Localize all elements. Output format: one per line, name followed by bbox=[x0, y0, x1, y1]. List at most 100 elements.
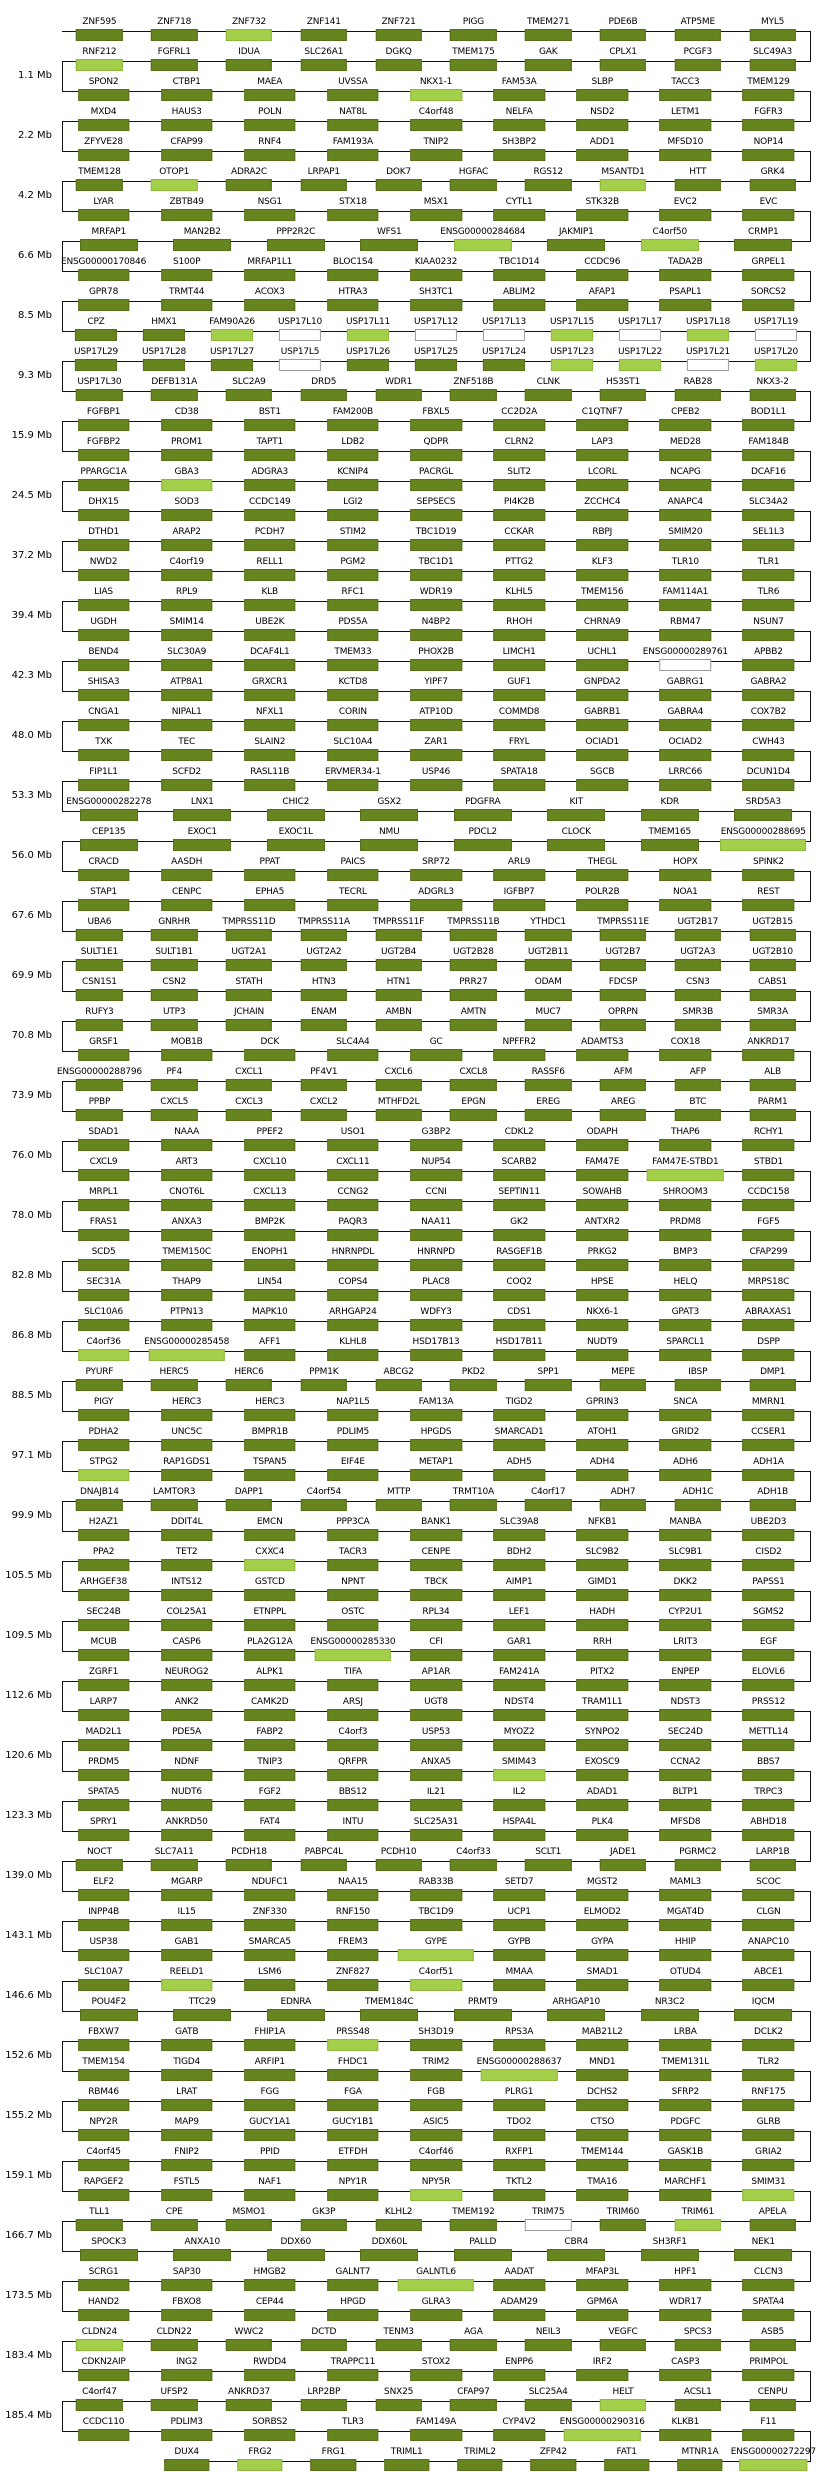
gene-label: SH3D19 bbox=[418, 2027, 454, 2037]
gene-label: TADA2B bbox=[668, 257, 703, 267]
gene-label: HPSE bbox=[590, 1277, 614, 1287]
gene-box bbox=[576, 599, 628, 611]
gene-box bbox=[244, 2159, 296, 2171]
gene-label: MARCHF1 bbox=[664, 2177, 707, 2187]
gene-label: ADD1 bbox=[589, 137, 615, 147]
gene-box bbox=[327, 749, 379, 761]
gene-row: MCUB CASP6 PLA2G12A ENSG00000285330 CFI GAR1 R… bbox=[0, 1636, 820, 1666]
gene-box bbox=[410, 2129, 462, 2141]
gene-box bbox=[742, 2069, 795, 2081]
gene-box bbox=[375, 29, 422, 41]
gene-label: NEIL3 bbox=[535, 2327, 561, 2337]
gene-box bbox=[742, 1679, 795, 1691]
gene-label: KLB bbox=[261, 587, 279, 597]
gene-box bbox=[674, 1079, 721, 1091]
gene-box bbox=[599, 2219, 647, 2231]
gene-row: MRFAP1 MAN2B2 PPP2R2C WFS1 ENSG00000284684 JA… bbox=[0, 226, 820, 256]
wrap-connector-left bbox=[62, 301, 63, 332]
gene-box bbox=[160, 2369, 213, 2381]
gene-box bbox=[576, 869, 628, 881]
gene-box bbox=[576, 689, 628, 701]
gene-box bbox=[160, 209, 213, 221]
gene-label: EPHA5 bbox=[255, 887, 285, 897]
gene-box bbox=[742, 599, 795, 611]
gene-label: YIPF7 bbox=[424, 677, 448, 687]
gene-label: DCHS2 bbox=[587, 2087, 618, 2097]
row-line bbox=[62, 841, 810, 842]
gene-label: LCORL bbox=[587, 467, 617, 477]
gene-label: POU4F2 bbox=[91, 1997, 127, 2007]
gene-label: ANKRD50 bbox=[165, 1817, 208, 1827]
wrap-connector-right bbox=[810, 2251, 811, 2282]
gene-label: BLTP1 bbox=[672, 1787, 699, 1797]
wrap-connector-left bbox=[62, 1261, 63, 1292]
gene-box bbox=[327, 1439, 379, 1451]
gene-box bbox=[300, 929, 347, 941]
gene-box bbox=[493, 1229, 545, 1241]
wrap-connector-right bbox=[810, 1831, 811, 1862]
gene-label: PITX2 bbox=[589, 1667, 615, 1677]
gene-box bbox=[734, 239, 793, 251]
gene-box bbox=[151, 389, 198, 401]
gene-box bbox=[742, 2099, 795, 2111]
gene-box bbox=[77, 1619, 130, 1631]
gene-row: RUFY3 UTP3 JCHAIN ENAM AMBN AMTN MUC7 OPRPN SMR3… bbox=[0, 1006, 820, 1036]
gene-box bbox=[647, 1169, 724, 1181]
gene-box bbox=[659, 2159, 712, 2171]
gene-row: ZGRF1 NEUROG2 ALPK1 TIFA AP1AR FAM241A PITX2 EN… bbox=[0, 1666, 820, 1696]
gene-label: ENSG00000288637 bbox=[476, 2057, 562, 2067]
gene-label: MND1 bbox=[589, 2057, 616, 2067]
gene-box bbox=[77, 1679, 130, 1691]
gene-label: GPR78 bbox=[88, 287, 119, 297]
gene-label: FHDC1 bbox=[337, 2057, 368, 2067]
gene-box bbox=[742, 1589, 795, 1601]
wrap-connector-right bbox=[810, 691, 811, 722]
gene-label: ETNPPL bbox=[253, 1607, 287, 1617]
gene-box bbox=[77, 1589, 130, 1601]
gene-box bbox=[742, 149, 795, 161]
gene-label: FAM184B bbox=[748, 437, 789, 447]
gene-box bbox=[244, 419, 296, 431]
gene-box bbox=[76, 389, 123, 401]
mb-tick-label: 183.4 Mb bbox=[5, 2349, 52, 2361]
gene-box bbox=[160, 1439, 213, 1451]
gene-row: CPZ HMX1 FAM90A26 USP17L10 USP17L11 USP17L12 U… bbox=[0, 316, 820, 346]
gene-label: PDS5A bbox=[338, 617, 368, 627]
gene-label: DEFB131A bbox=[151, 377, 198, 387]
gene-box bbox=[659, 1769, 712, 1781]
gene-label: HPGDS bbox=[420, 1427, 452, 1437]
gene-label: TMEM271 bbox=[526, 17, 570, 27]
gene-label: CCDC149 bbox=[248, 497, 291, 507]
gene-label: GUCY1B1 bbox=[332, 2117, 374, 2127]
gene-box bbox=[599, 929, 647, 941]
gene-label: SH3RF1 bbox=[652, 2237, 687, 2247]
gene-label: TMEM33 bbox=[334, 647, 372, 657]
row-line bbox=[62, 2251, 810, 2252]
gene-box bbox=[576, 1349, 628, 1361]
gene-box bbox=[225, 389, 273, 401]
gene-box bbox=[525, 1109, 572, 1121]
gene-label: GABRA4 bbox=[667, 707, 704, 717]
gene-box bbox=[450, 389, 497, 401]
mb-tick-label: 99.9 Mb bbox=[11, 1509, 52, 1521]
gene-box bbox=[77, 659, 130, 671]
wrap-connector-right bbox=[810, 991, 811, 1022]
gene-box bbox=[327, 2039, 379, 2051]
gene-label: FGFR3 bbox=[754, 107, 783, 117]
gene-label: MAEA bbox=[257, 77, 283, 87]
gene-box bbox=[493, 599, 545, 611]
gene-box bbox=[77, 2039, 130, 2051]
gene-row: POU4F2 TTC29 EDNRA TMEM184C PRMT9 ARHGAP10 NR3… bbox=[0, 1996, 820, 2026]
gene-label: MRPS18C bbox=[747, 1277, 790, 1287]
gene-label: NSG1 bbox=[257, 197, 283, 207]
gene-label: INPP4B bbox=[88, 1907, 120, 1917]
gene-box bbox=[530, 2459, 577, 2471]
gene-box bbox=[360, 239, 419, 251]
gene-label: HS3ST1 bbox=[606, 377, 640, 387]
gene-label: FBXL5 bbox=[422, 407, 450, 417]
gene-box bbox=[397, 1949, 475, 1961]
gene-row: FRAS1 ANXA3 BMP2K PAQR3 NAA11 GK2 ANTXR2 PRDM8 F… bbox=[0, 1216, 820, 1246]
gene-label: USP17L28 bbox=[141, 347, 187, 357]
gene-box bbox=[410, 1199, 462, 1211]
gene-box bbox=[160, 449, 213, 461]
